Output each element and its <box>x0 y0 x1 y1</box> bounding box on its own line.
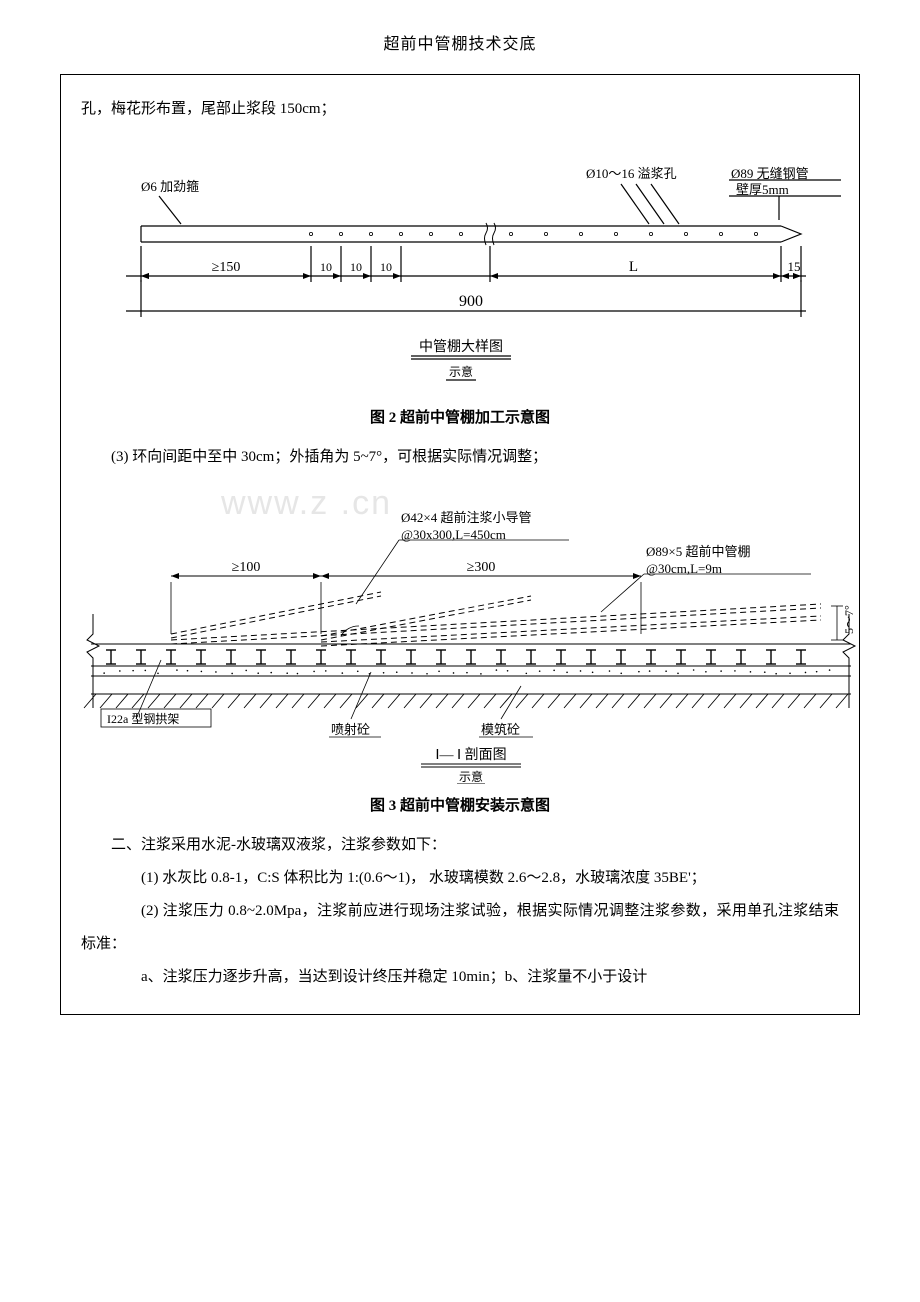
svg-text:10: 10 <box>350 260 362 274</box>
svg-text:≥300: ≥300 <box>467 560 496 575</box>
content-frame: 孔，梅花形布置，尾部止浆段 150cm； Ø6 加劲箍 Ø10～16 溢浆孔 Ø89… <box>60 74 860 1015</box>
svg-text:中管棚大样图: 中管棚大样图 <box>419 339 503 355</box>
section-2-title: 二、注浆采用水泥-水玻璃双液浆，注浆参数如下： <box>81 829 839 862</box>
svg-text:Ⅰ— Ⅰ 剖面图: Ⅰ— Ⅰ 剖面图 <box>435 747 506 763</box>
svg-text:Ø6 加劲箍: Ø6 加劲箍 <box>141 179 199 194</box>
svg-text:L: L <box>629 259 638 275</box>
page-header: 超前中管棚技术交底 <box>60 30 860 54</box>
section-2-item-3: a、注浆压力逐步升高，当达到设计终压并稳定 10min；b、注浆量不小于设计 <box>81 961 839 994</box>
svg-text:10: 10 <box>320 260 332 274</box>
section-2-item-1: (1) 水灰比 0.8-1，C:S 体积比为 1:(0.6～1)， 水玻璃模数 … <box>81 862 839 895</box>
svg-text:5～7°: 5～7° <box>842 605 856 634</box>
svg-text:10: 10 <box>380 260 392 274</box>
paragraph-mid: (3) 环向间距中至中 30cm；外插角为 5~7°，可根据实际情况调整； <box>81 441 839 474</box>
svg-text:Ø89 无缝钢管: Ø89 无缝钢管 <box>731 166 809 181</box>
paragraph-top: 孔，梅花形布置，尾部止浆段 150cm； <box>81 93 839 126</box>
svg-text:900: 900 <box>459 293 483 310</box>
figure-3-caption: 图 3 超前中管棚安装示意图 <box>81 794 839 815</box>
svg-text:Ø89×5 超前中管棚: Ø89×5 超前中管棚 <box>646 544 750 559</box>
svg-text:壁厚5mm: 壁厚5mm <box>736 182 789 197</box>
svg-text:喷射砼: 喷射砼 <box>331 722 370 737</box>
section-2-item-2: (2) 注浆压力 0.8~2.0Mpa，注浆前应进行现场注浆试验，根据实际情况调… <box>81 895 839 961</box>
svg-text:示意: 示意 <box>459 769 483 784</box>
svg-text:示意: 示意 <box>449 364 473 379</box>
figure-2-diagram: Ø6 加劲箍 Ø10～16 溢浆孔 Ø89 无缝钢管壁厚5mm ≥150 10 10 10 L… <box>81 136 839 396</box>
svg-text:Ø42×4 超前注浆小导管: Ø42×4 超前注浆小导管 <box>401 510 531 525</box>
svg-text:Ø10～16 溢浆孔: Ø10～16 溢浆孔 <box>586 166 677 181</box>
svg-text:I22a 型钢拱架: I22a 型钢拱架 <box>107 712 179 726</box>
svg-text:≥100: ≥100 <box>232 560 261 575</box>
svg-text:15: 15 <box>788 259 801 274</box>
figure-3-diagram: www.z .cn ≥100≥300Ø42×4 超前注浆小导管@30x300,L… <box>81 484 839 784</box>
svg-text:≥150: ≥150 <box>212 260 241 275</box>
figure-2-caption: 图 2 超前中管棚加工示意图 <box>81 406 839 427</box>
svg-text:模筑砼: 模筑砼 <box>481 722 520 737</box>
